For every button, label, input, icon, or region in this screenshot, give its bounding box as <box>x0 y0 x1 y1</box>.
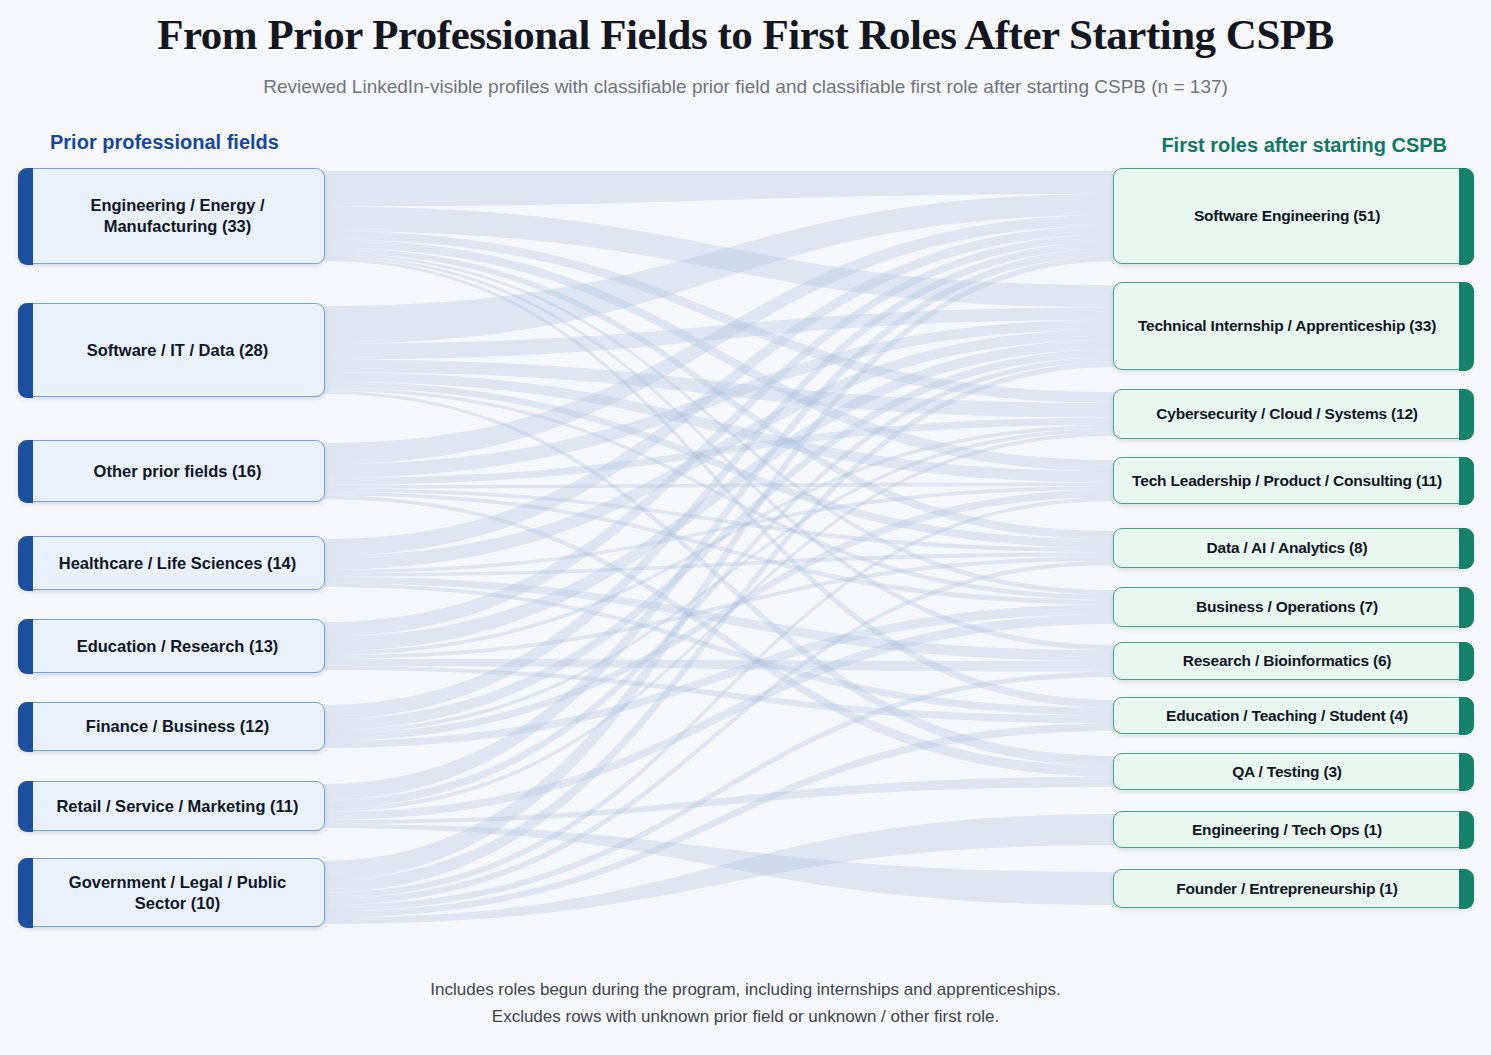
node-label: Software Engineering (51) <box>1184 204 1402 227</box>
right-node-cybersecurity-cloud-systems: Cybersecurity / Cloud / Systems (12) <box>1113 389 1473 439</box>
node-label: Tech Leadership / Product / Consulting (… <box>1122 469 1464 492</box>
node-label: Business / Operations (7) <box>1186 595 1400 618</box>
left-node-finance-business: Finance / Business (12) <box>18 702 325 751</box>
node-bar <box>1459 753 1474 791</box>
right-column-header: First roles after starting CSPB <box>1161 134 1447 157</box>
sankey-link-education-research--data-ai-analytics <box>322 557 1116 659</box>
left-node-retail-service-marketing: Retail / Service / Marketing (11) <box>18 781 325 831</box>
node-bar <box>1459 642 1474 681</box>
right-node-business-operations: Business / Operations (7) <box>1113 587 1473 627</box>
footnote-line-2: Excludes rows with unknown prior field o… <box>0 1003 1491 1030</box>
node-label: Retail / Service / Marketing (11) <box>34 794 308 819</box>
right-node-research-bioinformatics: Research / Bioinformatics (6) <box>1113 642 1473 680</box>
node-bar <box>18 702 33 752</box>
node-label: Data / AI / Analytics (8) <box>1197 536 1390 559</box>
node-bar <box>1459 389 1474 440</box>
node-label: Education / Teaching / Student (4) <box>1156 704 1430 727</box>
node-bar <box>18 781 33 832</box>
node-label: Government / Legal / Public Sector (10) <box>19 870 324 915</box>
node-label: Research / Bioinformatics (6) <box>1173 649 1414 672</box>
node-label: Technical Internship / Apprenticeship (3… <box>1128 314 1458 337</box>
footnote-line-1: Includes roles begun during the program,… <box>0 976 1491 1003</box>
left-node-healthcare-life-sciences: Healthcare / Life Sciences (14) <box>18 536 325 590</box>
right-node-founder-entrepreneurship: Founder / Entrepreneurship (1) <box>1113 869 1473 908</box>
node-bar <box>1459 282 1474 371</box>
node-bar <box>1459 697 1474 735</box>
left-node-engineering-energy-manufacturing: Engineering / Energy / Manufacturing (33… <box>18 168 325 264</box>
sankey-figure: From Prior Professional Fields to First … <box>0 0 1491 1055</box>
node-bar <box>18 303 33 398</box>
node-label: Software / IT / Data (28) <box>65 338 279 363</box>
node-bar <box>18 440 33 503</box>
left-node-government-legal-public-sector: Government / Legal / Public Sector (10) <box>18 858 325 927</box>
node-bar <box>1459 528 1474 569</box>
node-label: QA / Testing (3) <box>1222 760 1364 783</box>
node-bar <box>18 536 33 591</box>
node-label: Cybersecurity / Cloud / Systems (12) <box>1146 402 1440 425</box>
right-node-qa-testing: QA / Testing (3) <box>1113 753 1473 790</box>
footnote: Includes roles begun during the program,… <box>0 976 1491 1030</box>
node-bar <box>18 619 33 674</box>
left-node-education-research: Education / Research (13) <box>18 619 325 673</box>
left-column-header: Prior professional fields <box>50 131 279 154</box>
right-node-tech-leadership-product-consulting: Tech Leadership / Product / Consulting (… <box>1113 457 1473 504</box>
node-bar <box>1459 168 1474 265</box>
node-label: Finance / Business (12) <box>64 714 279 739</box>
page-title: From Prior Professional Fields to First … <box>0 10 1491 59</box>
node-bar <box>1459 587 1474 628</box>
node-label: Engineering / Tech Ops (1) <box>1182 818 1404 841</box>
right-node-software-engineering: Software Engineering (51) <box>1113 168 1473 264</box>
right-node-education-teaching-student: Education / Teaching / Student (4) <box>1113 697 1473 734</box>
right-node-data-ai-analytics: Data / AI / Analytics (8) <box>1113 528 1473 568</box>
node-bar <box>1459 869 1474 909</box>
right-node-technical-internship-apprenticeship: Technical Internship / Apprenticeship (3… <box>1113 282 1473 370</box>
node-label: Other prior fields (16) <box>72 459 272 484</box>
left-node-software-it-data: Software / IT / Data (28) <box>18 303 325 397</box>
right-node-engineering-tech-ops: Engineering / Tech Ops (1) <box>1113 811 1473 848</box>
left-node-other-prior-fields: Other prior fields (16) <box>18 440 325 502</box>
node-label: Engineering / Energy / Manufacturing (33… <box>19 193 324 238</box>
node-label: Healthcare / Life Sciences (14) <box>37 551 307 576</box>
node-label: Education / Research (13) <box>55 634 289 659</box>
node-label: Founder / Entrepreneurship (1) <box>1166 877 1419 900</box>
sankey-link-retail-service-marketing--qa-testing <box>322 777 1116 824</box>
node-bar <box>1459 811 1474 849</box>
page-subtitle: Reviewed LinkedIn-visible profiles with … <box>0 76 1491 98</box>
